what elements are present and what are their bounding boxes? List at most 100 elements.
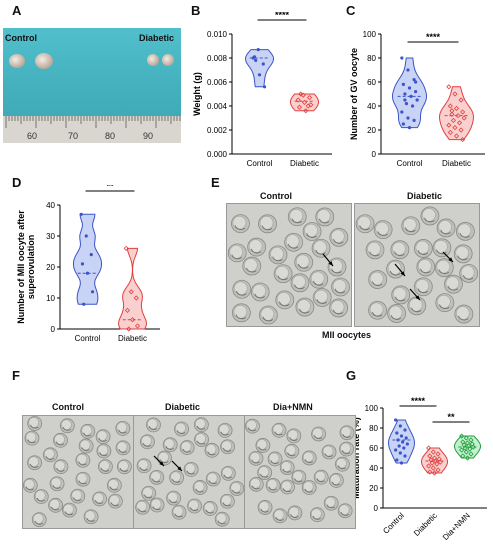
panel-f-nmn-label: Dia+NMN (273, 402, 313, 412)
data-point (447, 103, 453, 109)
y-axis-label: Number of GV oocyte (349, 48, 359, 140)
data-point (128, 289, 134, 295)
violin-control (392, 57, 427, 129)
data-point (412, 118, 416, 122)
y-tick-label: 0 (372, 150, 377, 159)
x-tick-label: Diabetic (412, 511, 439, 538)
data-point (414, 80, 418, 84)
ruler-number-80: 80 (105, 131, 115, 141)
panel-a-photo: 60 70 80 90 (3, 28, 184, 143)
data-point (395, 431, 399, 435)
chart-c: 0 20 40 60 80 100 Number of GV oocyte Control Di… (349, 30, 485, 168)
y-tick-label: 0.000 (207, 150, 228, 159)
data-point (252, 55, 257, 59)
data-point (459, 433, 465, 439)
data-point (296, 104, 303, 110)
panel-letter-e: E (211, 175, 220, 190)
data-point (426, 445, 432, 451)
data-point (407, 126, 412, 130)
data-point (298, 91, 304, 97)
y-tick-label: 10 (46, 294, 55, 303)
data-point (467, 446, 473, 452)
data-point (133, 295, 139, 301)
data-point (84, 234, 88, 238)
panel-a-diabetic-label: Diabetic (139, 33, 175, 43)
significance-label: ** (106, 185, 114, 191)
data-point (455, 113, 461, 119)
data-point (394, 448, 398, 452)
x-tick-label: Control (397, 159, 423, 168)
data-point (409, 94, 413, 98)
data-point (406, 116, 410, 120)
panel-e-control-image (226, 203, 352, 327)
data-point (303, 108, 309, 114)
data-point (403, 98, 407, 102)
data-point (254, 58, 258, 63)
significance-label: **** (426, 32, 441, 42)
data-point (396, 438, 400, 442)
data-point (452, 125, 458, 131)
ovary-photo: 60 70 80 90 (3, 28, 184, 143)
data-point (257, 73, 262, 77)
data-point (406, 68, 410, 72)
data-point (399, 434, 404, 438)
data-point (295, 97, 301, 103)
y-tick-label: 20 (367, 126, 376, 135)
panel-e-control-label: Control (260, 191, 292, 201)
data-point (256, 48, 260, 52)
data-point (402, 446, 406, 450)
y-tick-label: 40 (367, 102, 376, 111)
data-point (430, 465, 436, 471)
ovary-control-2 (35, 53, 53, 69)
violin-control (73, 213, 102, 305)
x-tick-label: Dia+NMN (441, 511, 472, 542)
data-point (403, 428, 407, 432)
panel-letter-b: B (191, 3, 201, 18)
y-tick-label: 100 (363, 30, 377, 39)
data-point (405, 442, 409, 446)
data-point (427, 453, 433, 459)
significance-label: ** (447, 412, 455, 422)
data-point (403, 92, 407, 96)
data-point (90, 290, 95, 294)
data-point (262, 85, 267, 89)
x-tick-label: Control (75, 334, 101, 343)
data-point (427, 469, 433, 475)
data-point (446, 122, 452, 128)
data-point (306, 95, 313, 101)
data-point (435, 467, 441, 473)
data-point (470, 444, 476, 450)
violin-diabetic (290, 93, 319, 112)
y-tick-label: 0.002 (207, 126, 228, 135)
data-point (464, 455, 471, 461)
data-point (401, 440, 405, 444)
y-tick-label: 60 (367, 78, 376, 87)
data-point (452, 91, 458, 97)
y-tick-label: 40 (46, 201, 55, 210)
y-tick-label: 30 (46, 232, 55, 241)
x-tick-label: Diabetic (290, 159, 319, 168)
data-point (437, 459, 443, 465)
panel-f-control-label: Control (52, 402, 84, 412)
data-point (124, 307, 131, 313)
data-point (401, 82, 405, 86)
ovary-control-1 (9, 54, 25, 68)
data-point (461, 115, 467, 121)
x-tick-label: Control (381, 511, 406, 536)
x-tick-label: Diabetic (118, 334, 147, 343)
data-point (261, 62, 265, 66)
chart-d: 0 10 20 30 40 Number of MII oocyte aftersuper… (16, 185, 160, 343)
data-point (431, 470, 438, 476)
data-point (449, 111, 455, 117)
panel-letter-d: D (12, 175, 22, 190)
ruler (3, 116, 181, 143)
data-point (460, 109, 466, 115)
data-point (450, 117, 457, 123)
data-point (126, 326, 132, 332)
data-point (468, 451, 474, 457)
panel-f-control-image (22, 415, 134, 529)
panel-e-diabetic-label: Diabetic (407, 191, 443, 201)
y-tick-label: 20 (46, 263, 55, 272)
y-tick-label: 0.004 (207, 102, 228, 111)
x-tick-label: Diabetic (442, 159, 471, 168)
